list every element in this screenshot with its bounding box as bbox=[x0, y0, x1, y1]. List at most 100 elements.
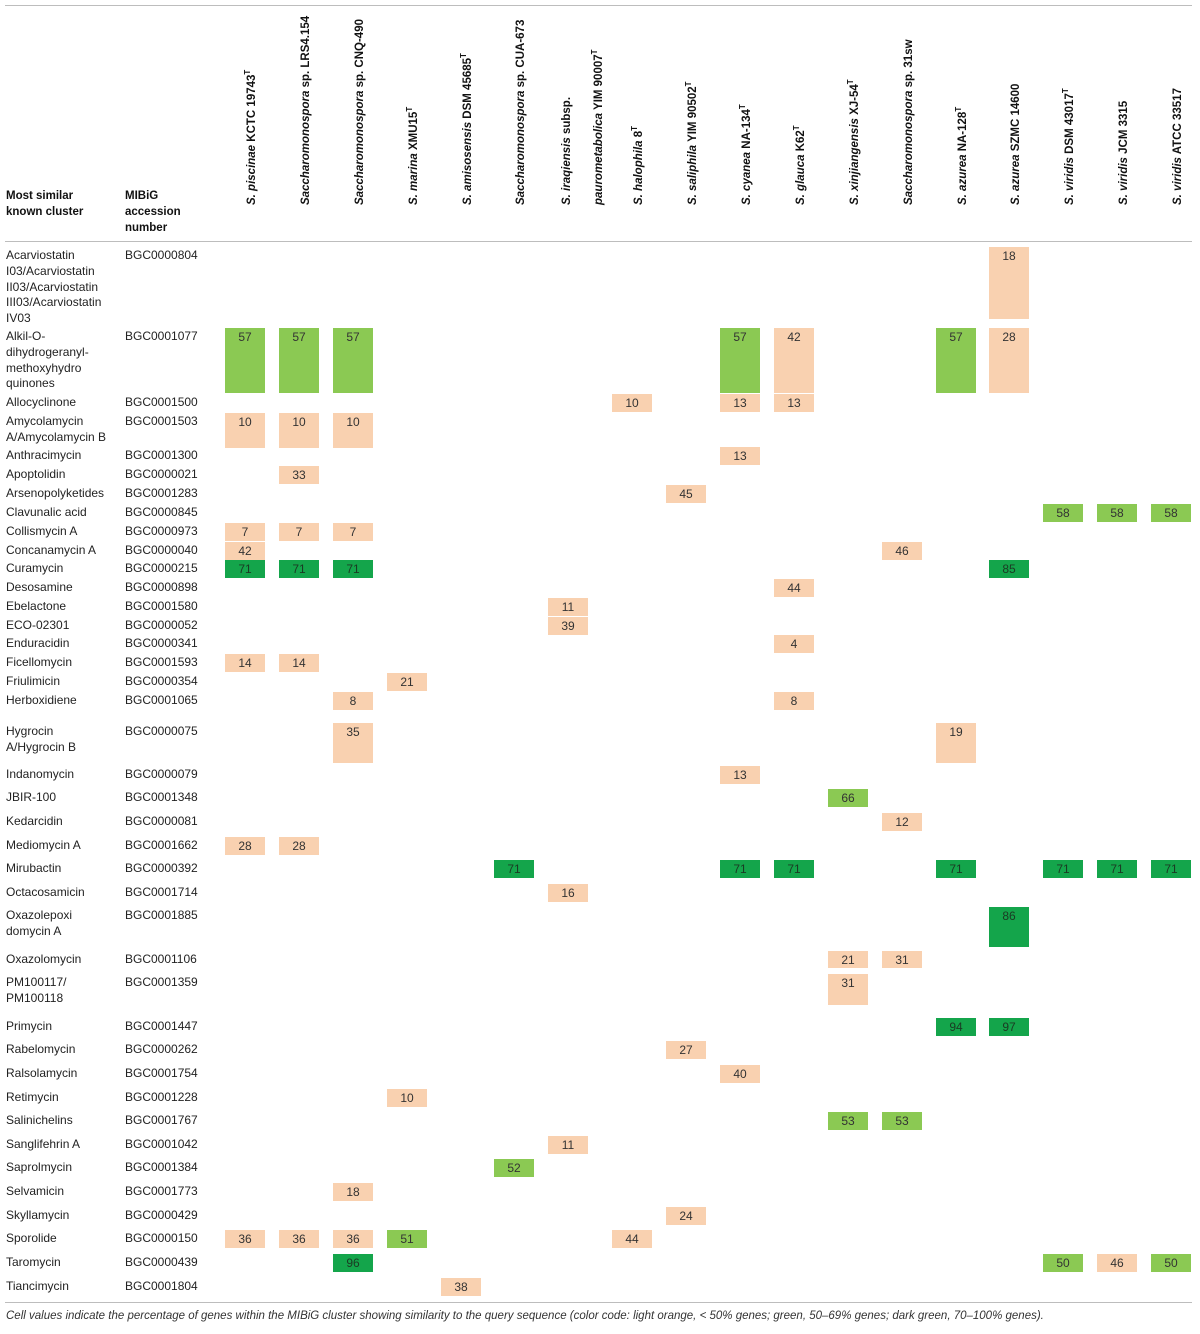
table-cell-value: 19 bbox=[936, 723, 976, 763]
table-cell-value: 57 bbox=[333, 328, 373, 393]
table-cell-value: 46 bbox=[882, 542, 922, 560]
row-cluster-name: Oxazolomycin bbox=[6, 952, 82, 966]
row-accession: BGC0000429 bbox=[125, 1208, 198, 1222]
row-accession: BGC0001283 bbox=[125, 486, 198, 500]
table-cell-value: 85 bbox=[989, 560, 1029, 578]
table-cell-value: 42 bbox=[225, 542, 265, 560]
row-accession: BGC0001773 bbox=[125, 1184, 198, 1198]
row-cluster-name: Curamycin bbox=[6, 561, 64, 575]
row-accession: BGC0001065 bbox=[125, 693, 198, 707]
table-cell-value: 12 bbox=[882, 813, 922, 831]
table-cell-value: 35 bbox=[333, 723, 373, 763]
table-cell-value: 18 bbox=[989, 247, 1029, 319]
table-cell-value: 57 bbox=[225, 328, 265, 393]
column-header-label: S. viridis DSM 43017T bbox=[1061, 88, 1076, 205]
column-header-label: S. amisosensis DSM 45685T bbox=[459, 53, 474, 205]
table-cell-value: 33 bbox=[279, 466, 319, 484]
row-cluster-name: Arsenopolyketides bbox=[6, 486, 105, 500]
row-accession: BGC0001359 bbox=[125, 975, 198, 989]
table-cell-value: 16 bbox=[548, 884, 588, 902]
row-cluster-name: Mediomycin A bbox=[6, 838, 81, 852]
row-accession: BGC0000392 bbox=[125, 861, 198, 875]
table-cell-value: 13 bbox=[720, 766, 760, 784]
table-cell-value: 57 bbox=[936, 328, 976, 393]
header-rule bbox=[5, 241, 1192, 242]
table-cell-value: 13 bbox=[720, 447, 760, 465]
row-cluster-name: Amycolamycin A/Amycolamycin B bbox=[6, 414, 107, 444]
header-accession: MIBiG accession number bbox=[125, 190, 181, 234]
row-accession: BGC0000215 bbox=[125, 561, 198, 575]
table-footnote: Cell values indicate the percentage of g… bbox=[6, 1310, 1044, 1322]
table-cell-value: 36 bbox=[333, 1230, 373, 1248]
row-cluster-name: Ralsolamycin bbox=[6, 1066, 78, 1080]
column-header-label: S. glauca K62T bbox=[792, 125, 807, 205]
row-cluster-name: Tiancimycin bbox=[6, 1279, 69, 1293]
row-accession: BGC0001503 bbox=[125, 414, 198, 428]
table-cell-value: 58 bbox=[1151, 504, 1191, 522]
row-accession: BGC0000021 bbox=[125, 467, 198, 481]
table-cell-value: 10 bbox=[333, 413, 373, 448]
row-cluster-name: Acarviostatin I03/Acarviostatin II03/Aca… bbox=[6, 248, 102, 326]
row-cluster-name: Sporolide bbox=[6, 1231, 57, 1245]
row-cluster-name: ECO-02301 bbox=[6, 618, 70, 632]
table-cell-value: 18 bbox=[333, 1183, 373, 1201]
table-cell-value: 14 bbox=[225, 654, 265, 672]
row-cluster-name: Retimycin bbox=[6, 1090, 59, 1104]
table-cell-value: 53 bbox=[828, 1112, 868, 1130]
row-accession: BGC0001662 bbox=[125, 838, 198, 852]
row-accession: BGC0001885 bbox=[125, 908, 198, 922]
row-cluster-name: Taromycin bbox=[6, 1255, 61, 1269]
table-cell-value: 71 bbox=[1151, 860, 1191, 878]
table-cell-value: 42 bbox=[774, 328, 814, 393]
row-accession: BGC0001767 bbox=[125, 1113, 198, 1127]
row-accession: BGC0001593 bbox=[125, 655, 198, 669]
row-accession: BGC0001500 bbox=[125, 395, 198, 409]
table-cell-value: 94 bbox=[936, 1018, 976, 1036]
row-accession: BGC0001384 bbox=[125, 1160, 198, 1174]
row-cluster-name: Allocyclinone bbox=[6, 395, 77, 409]
table-cell-value: 31 bbox=[882, 951, 922, 968]
header-cluster: Most similar known cluster bbox=[6, 190, 84, 218]
table-cell-value: 14 bbox=[279, 654, 319, 672]
row-cluster-name: Rabelomycin bbox=[6, 1042, 76, 1056]
table-cell-value: 28 bbox=[279, 837, 319, 855]
row-cluster-name: Skyllamycin bbox=[6, 1208, 70, 1222]
table-cell-value: 58 bbox=[1097, 504, 1137, 522]
table-cell-value: 11 bbox=[548, 598, 588, 616]
column-header-label: S. viridis ATCC 33517 bbox=[1172, 88, 1184, 205]
table-cell-value: 8 bbox=[333, 692, 373, 710]
row-cluster-name: Saprolmycin bbox=[6, 1160, 73, 1174]
table-cell-value: 52 bbox=[494, 1159, 534, 1177]
row-cluster-name: Sanglifehrin A bbox=[6, 1137, 81, 1151]
table-cell-value: 10 bbox=[225, 413, 265, 448]
row-accession: BGC0000354 bbox=[125, 674, 198, 688]
row-accession: BGC0000898 bbox=[125, 580, 198, 594]
row-cluster-name: Clavunalic acid bbox=[6, 505, 87, 519]
row-cluster-name: Kedarcidin bbox=[6, 814, 63, 828]
row-accession: BGC0000439 bbox=[125, 1255, 198, 1269]
row-cluster-name: Collismycin A bbox=[6, 524, 78, 538]
table-cell-value: 36 bbox=[279, 1230, 319, 1248]
row-cluster-name: Alkil-O-dihydrogeranyl-methoxyhydro quin… bbox=[6, 329, 89, 391]
row-accession: BGC0001447 bbox=[125, 1019, 198, 1033]
row-accession: BGC0001300 bbox=[125, 448, 198, 462]
table-cell-value: 28 bbox=[989, 328, 1029, 393]
column-header-label: S. xinjiangensis XJ-54T bbox=[846, 79, 861, 205]
column-header-label: S. azurea SZMC 14600 bbox=[1010, 83, 1022, 205]
table-cell-value: 71 bbox=[936, 860, 976, 878]
row-accession: BGC0001077 bbox=[125, 329, 198, 343]
table-cell-value: 7 bbox=[333, 523, 373, 541]
column-header-label: S. iraqiensis subsp. paurometabolica YIM … bbox=[561, 49, 605, 205]
table-cell-value: 53 bbox=[882, 1112, 922, 1130]
column-header-label: Saccharomonospora sp. LRS4.154 bbox=[300, 15, 312, 205]
row-cluster-name: Primycin bbox=[6, 1019, 53, 1033]
table-cell-value: 46 bbox=[1097, 1254, 1137, 1272]
row-accession: BGC0000262 bbox=[125, 1042, 198, 1056]
table-cell-value: 10 bbox=[279, 413, 319, 448]
table-cell-value: 21 bbox=[828, 951, 868, 968]
table-cell-value: 10 bbox=[612, 394, 652, 412]
table-cell-value: 7 bbox=[225, 523, 265, 541]
row-accession: BGC0001106 bbox=[125, 952, 197, 966]
row-cluster-name: Desosamine bbox=[6, 580, 73, 594]
table-cell-value: 50 bbox=[1151, 1254, 1191, 1272]
